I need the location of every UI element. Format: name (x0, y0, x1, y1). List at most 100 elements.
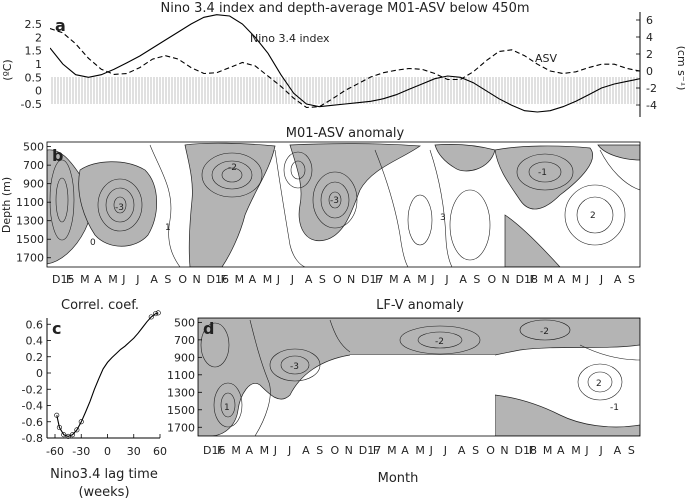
correlation-marker (74, 427, 80, 433)
month-tick-label: S (473, 273, 480, 286)
panel-d-title: LF-V anomaly (376, 298, 464, 313)
series-nino34-line (50, 14, 640, 113)
panel-b-frame (46, 141, 641, 268)
panel-d-letter: d (203, 319, 214, 338)
contour-label: -3 (330, 196, 339, 206)
depth-tick-label: 1500 (167, 404, 195, 417)
month-tick-label: D16 (203, 444, 225, 457)
month-tick-label: N (345, 444, 353, 457)
panel-c-y-tick: 0 (36, 367, 43, 380)
contour-label: -2 (228, 163, 237, 173)
month-tick-label: J (290, 273, 294, 286)
contour-label: -3 (115, 203, 124, 213)
depth-tick-label: 700 (174, 334, 195, 347)
month-tick-label: M (417, 273, 427, 286)
panel-c-y-tick: 0.4 (26, 335, 44, 348)
month-tick-label: J (287, 444, 291, 457)
month-tick-label: A (458, 444, 466, 457)
month-tick-label: A (459, 273, 467, 286)
month-tick-label: J (135, 273, 139, 286)
panel-a-left-tick: 0 (35, 85, 42, 98)
panel-d: LF-V anomaly -3 (167, 298, 641, 486)
panel-a-right-ylabel: (cm s⁻¹) (675, 46, 685, 91)
depth-tick-label: 1700 (167, 421, 195, 434)
depth-tick-label: 1300 (167, 386, 195, 399)
month-tick-label: J (273, 444, 277, 457)
correlation-marker (56, 424, 62, 430)
month-tick-label: F (217, 444, 223, 457)
month-tick-label: M (571, 444, 581, 457)
depth-tick-label: 1100 (16, 196, 44, 209)
contour-label: 1 (165, 223, 171, 233)
panel-a-left-tick: 2 (35, 31, 42, 44)
depth-tick-label: 500 (174, 316, 195, 329)
month-tick-label: J (429, 444, 433, 457)
month-tick-label: A (94, 273, 102, 286)
month-tick-label: J (430, 273, 434, 286)
month-tick-label: F (530, 273, 536, 286)
correlation-marker (61, 432, 67, 438)
contour-label: -1 (538, 168, 547, 178)
panel-c-letter: c (52, 319, 61, 338)
correlation-marker (78, 419, 84, 425)
panel-a-left-tick: 1.5 (25, 45, 43, 58)
month-tick-label: A (245, 444, 253, 457)
month-tick-label: J (599, 444, 603, 457)
month-tick-label: S (628, 444, 635, 457)
panel-b: M01-ASV anomaly (0, 126, 641, 286)
month-tick-label: F (529, 444, 535, 457)
month-tick-label: D18 (515, 444, 537, 457)
depth-tick-label: 1100 (167, 369, 195, 382)
panel-c-title: Correl. coef. (61, 298, 139, 313)
month-tick-label: O (486, 444, 495, 457)
panel-d-xlabel: Month (378, 471, 419, 486)
panel-a-right-tick: 2 (646, 48, 653, 61)
month-tick-label: O (330, 444, 339, 457)
month-tick-label: S (628, 273, 635, 286)
depth-tick-label: 1700 (16, 252, 44, 265)
month-tick-label: O (178, 273, 187, 286)
panel-b-contour-field: -3 -2 -3 2 1 -1 3 0 (47, 142, 640, 267)
month-tick-label: J (585, 273, 589, 286)
month-tick-label: M (544, 273, 554, 286)
depth-tick-label: 700 (23, 159, 44, 172)
contour-label: -3 (290, 362, 299, 372)
contour-label: -2 (435, 337, 444, 347)
month-tick-label: M (108, 273, 118, 286)
month-tick-label: S (164, 273, 171, 286)
panel-c-x-tick: -60 (46, 445, 64, 458)
panel-a-right-tick: 4 (646, 31, 653, 44)
month-tick-label: A (557, 444, 565, 457)
panel-a: Nino 3.4 index and depth-average M01-ASV… (1, 1, 685, 117)
panel-c-x-tick: 30 (127, 445, 141, 458)
panel-c-x-axis: -60 -30 0 30 60 (46, 434, 167, 458)
panel-a-right-tick: 6 (646, 14, 653, 27)
panel-b-letter: b (52, 146, 63, 165)
month-tick-label: M (572, 273, 582, 286)
neutral-band (50, 77, 640, 104)
month-tick-label: A (614, 273, 622, 286)
month-tick-label: J (276, 273, 280, 286)
month-tick-label: A (403, 273, 411, 286)
month-tick-label: D17 (359, 444, 381, 457)
month-tick-label: F (221, 273, 227, 286)
month-tick-label: D15 (52, 273, 74, 286)
panel-a-left-tick: 0.5 (25, 71, 43, 84)
month-tick-label: J (584, 444, 588, 457)
panel-a-left-tick: 1 (35, 58, 42, 71)
panel-c-y-tick: -0.6 (22, 416, 43, 429)
panel-a-left-ylabel: (ºC) (1, 59, 14, 80)
correlation-marker (70, 432, 76, 438)
panel-c-y-tick: -0.2 (22, 383, 43, 396)
month-tick-label: M (389, 273, 399, 286)
panel-c-x-tick: 0 (104, 445, 111, 458)
month-tick-label: M (231, 444, 241, 457)
panel-b-ylabel: Depth (m) (0, 177, 13, 233)
panel-c-y-tick: 0.6 (26, 318, 44, 331)
depth-tick-label: 1300 (16, 215, 44, 228)
month-tick-label: S (472, 444, 479, 457)
month-tick-label: D17 (361, 273, 383, 286)
month-tick-label: M (263, 273, 273, 286)
